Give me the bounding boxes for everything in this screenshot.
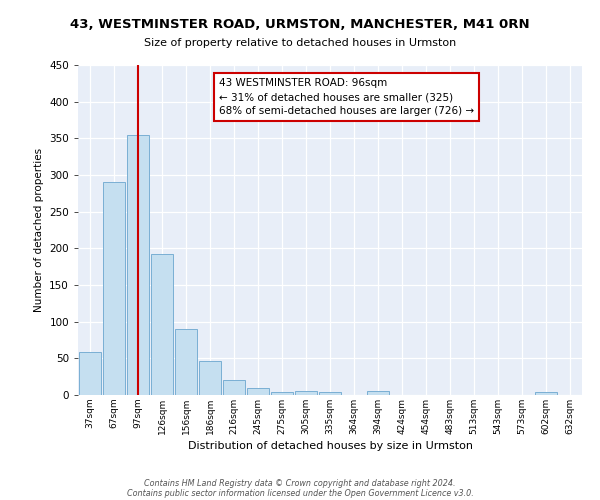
Bar — [127, 134, 149, 395]
Bar — [223, 380, 245, 395]
Text: Contains HM Land Registry data © Crown copyright and database right 2024.: Contains HM Land Registry data © Crown c… — [144, 478, 456, 488]
Bar — [79, 352, 101, 395]
Y-axis label: Number of detached properties: Number of detached properties — [34, 148, 44, 312]
Bar — [175, 329, 197, 395]
Text: 43, WESTMINSTER ROAD, URMSTON, MANCHESTER, M41 0RN: 43, WESTMINSTER ROAD, URMSTON, MANCHESTE… — [70, 18, 530, 30]
Bar — [295, 392, 317, 395]
Bar — [103, 182, 125, 395]
Bar — [367, 392, 389, 395]
Bar — [247, 388, 269, 395]
Bar — [271, 392, 293, 395]
Text: Contains public sector information licensed under the Open Government Licence v3: Contains public sector information licen… — [127, 488, 473, 498]
Text: 43 WESTMINSTER ROAD: 96sqm
← 31% of detached houses are smaller (325)
68% of sem: 43 WESTMINSTER ROAD: 96sqm ← 31% of deta… — [219, 78, 474, 116]
Bar — [319, 392, 341, 395]
Bar — [151, 254, 173, 395]
Bar — [535, 392, 557, 395]
X-axis label: Distribution of detached houses by size in Urmston: Distribution of detached houses by size … — [187, 441, 473, 451]
Bar — [199, 360, 221, 395]
Text: Size of property relative to detached houses in Urmston: Size of property relative to detached ho… — [144, 38, 456, 48]
